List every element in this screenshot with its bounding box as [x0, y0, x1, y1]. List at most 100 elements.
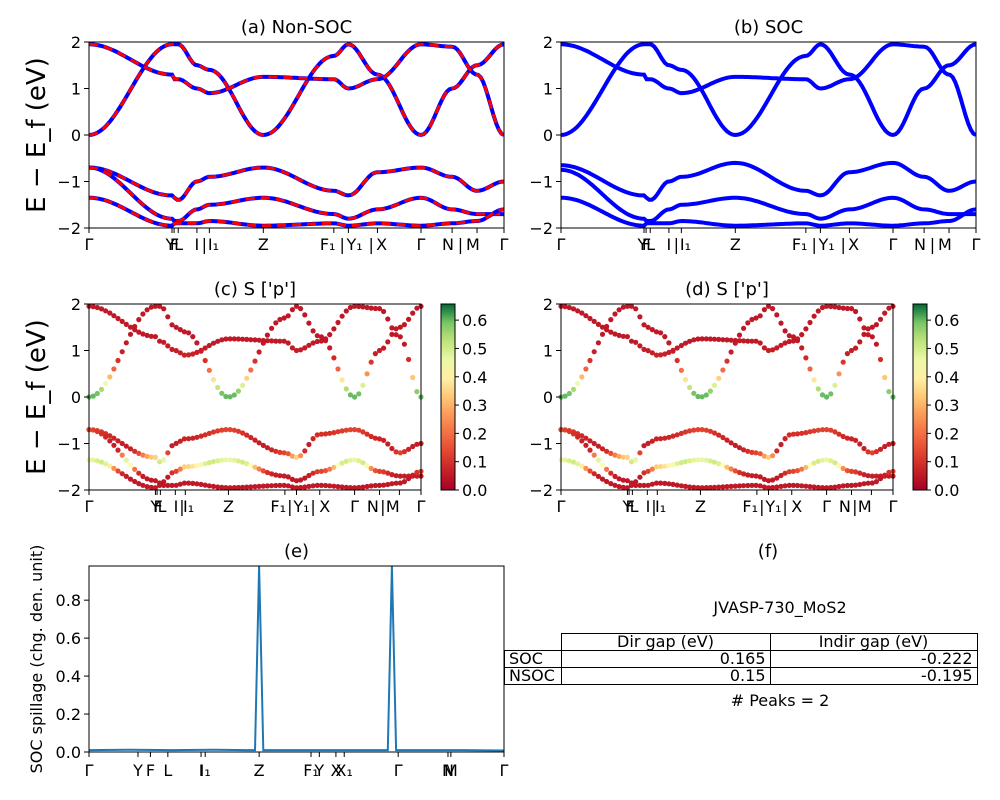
band-point: [745, 338, 751, 344]
band-point: [186, 352, 192, 358]
panel-d-xtick-label: N: [839, 497, 851, 516]
band-point: [339, 460, 345, 466]
panel-c-xtick-label: |: [179, 497, 184, 516]
band-point: [323, 431, 329, 437]
gap-table: Dir gap (eV) Indir gap (eV) SOC 0.165 -0…: [504, 633, 978, 685]
band-point: [736, 469, 743, 476]
band-point: [285, 474, 291, 480]
band-point: [269, 325, 275, 331]
band-point: [360, 382, 366, 388]
band-point: [186, 464, 192, 470]
band-point: [347, 392, 353, 398]
panel-a-xtick-label: Γ: [85, 235, 94, 254]
band-point: [612, 473, 618, 479]
band-point: [861, 472, 867, 478]
band-point: [836, 483, 842, 490]
band-point: [165, 314, 171, 320]
band-point: [807, 484, 813, 490]
band-point: [327, 483, 333, 489]
band-point: [757, 340, 763, 346]
band-point: [774, 345, 780, 351]
band-point: [778, 483, 784, 489]
band-point: [803, 326, 809, 332]
band-point: [227, 485, 233, 491]
band-point: [123, 443, 129, 449]
band-point: [620, 484, 626, 490]
panel-b-xtick-label: F₁: [792, 235, 808, 254]
band-point: [857, 481, 863, 488]
band-point: [173, 324, 179, 330]
band-point: [385, 441, 391, 447]
panel-a-xtick-label: Y₁: [346, 235, 363, 254]
band-point: [401, 479, 407, 485]
band-point: [314, 432, 320, 438]
band-point: [223, 427, 229, 433]
band-point: [741, 338, 747, 344]
band-point: [641, 482, 647, 488]
band-point: [753, 315, 759, 321]
band-point: [682, 340, 689, 346]
band-point: [94, 428, 100, 435]
colorbar-tick-label: 0.0: [462, 481, 487, 500]
band-point: [579, 433, 585, 439]
band-point: [799, 332, 805, 338]
band-point: [339, 313, 345, 319]
band-point: [633, 306, 639, 312]
band-point: [127, 476, 134, 482]
band-point: [410, 374, 416, 381]
band-point: [186, 330, 192, 336]
band-line-soc: [561, 160, 976, 202]
band-point: [848, 306, 855, 312]
band-point: [824, 427, 830, 433]
panel-e-ytick-label: 0.2: [56, 705, 81, 724]
band-point: [869, 334, 875, 340]
band-point: [198, 347, 204, 353]
band-point: [583, 465, 589, 471]
band-point: [289, 476, 295, 482]
band-point: [840, 305, 846, 311]
band-point: [198, 462, 204, 468]
band-point: [269, 483, 275, 489]
band-point: [235, 336, 241, 342]
band-point: [235, 388, 241, 394]
band-point: [666, 481, 672, 487]
band-point: [368, 305, 374, 311]
panel-c-ytick-label: 0: [71, 388, 81, 407]
band-point: [674, 461, 680, 467]
band-point: [633, 482, 639, 488]
panel-e-xtick-label: X: [330, 761, 341, 780]
band-point: [749, 449, 755, 455]
panel-b-xtick-label: Γ: [889, 235, 898, 254]
band-point: [132, 478, 138, 485]
band-point: [240, 430, 246, 436]
band-point: [389, 472, 395, 478]
band-point: [161, 306, 167, 312]
band-point: [393, 480, 399, 486]
band-point: [774, 312, 780, 318]
band-point: [248, 367, 254, 373]
band-point: [591, 318, 597, 324]
band-point: [152, 334, 158, 340]
band-point: [393, 332, 399, 338]
band-point: [273, 482, 279, 489]
band-point: [281, 473, 287, 479]
band-point: [273, 338, 279, 344]
band-point: [699, 394, 705, 400]
band-point: [352, 303, 358, 309]
colorbar-tick-label: 0.6: [934, 311, 959, 330]
band-point: [277, 473, 283, 479]
band-point: [298, 306, 304, 312]
band-point: [575, 461, 581, 467]
band-point: [227, 336, 233, 342]
band-point: [231, 457, 237, 463]
band-point: [202, 345, 208, 351]
band-point: [352, 427, 358, 433]
panel-c-xtick-label: Γ: [350, 497, 359, 516]
band-line-nsoc-red: [89, 42, 504, 137]
band-point: [210, 340, 217, 346]
band-point: [343, 427, 349, 433]
band-point: [761, 476, 768, 482]
panel-c-ytick-label: 1: [71, 342, 81, 361]
band-point: [302, 484, 308, 490]
colorbar-c: [440, 303, 456, 491]
